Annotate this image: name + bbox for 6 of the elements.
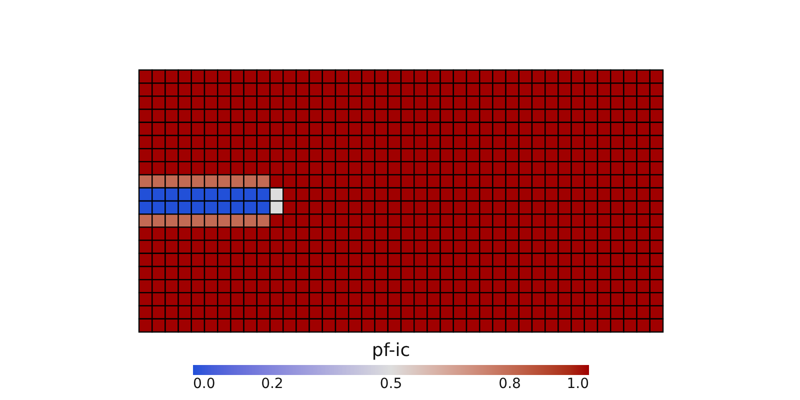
color-bar-label: 0.5 <box>380 376 402 392</box>
color-bar-title: pf-ic <box>372 340 410 361</box>
color-bar-label: 0.0 <box>193 376 216 392</box>
color-bar-label: 1.0 <box>566 376 589 392</box>
color-bar-label: 0.8 <box>498 376 521 392</box>
color-bar-label: 0.2 <box>261 376 284 392</box>
